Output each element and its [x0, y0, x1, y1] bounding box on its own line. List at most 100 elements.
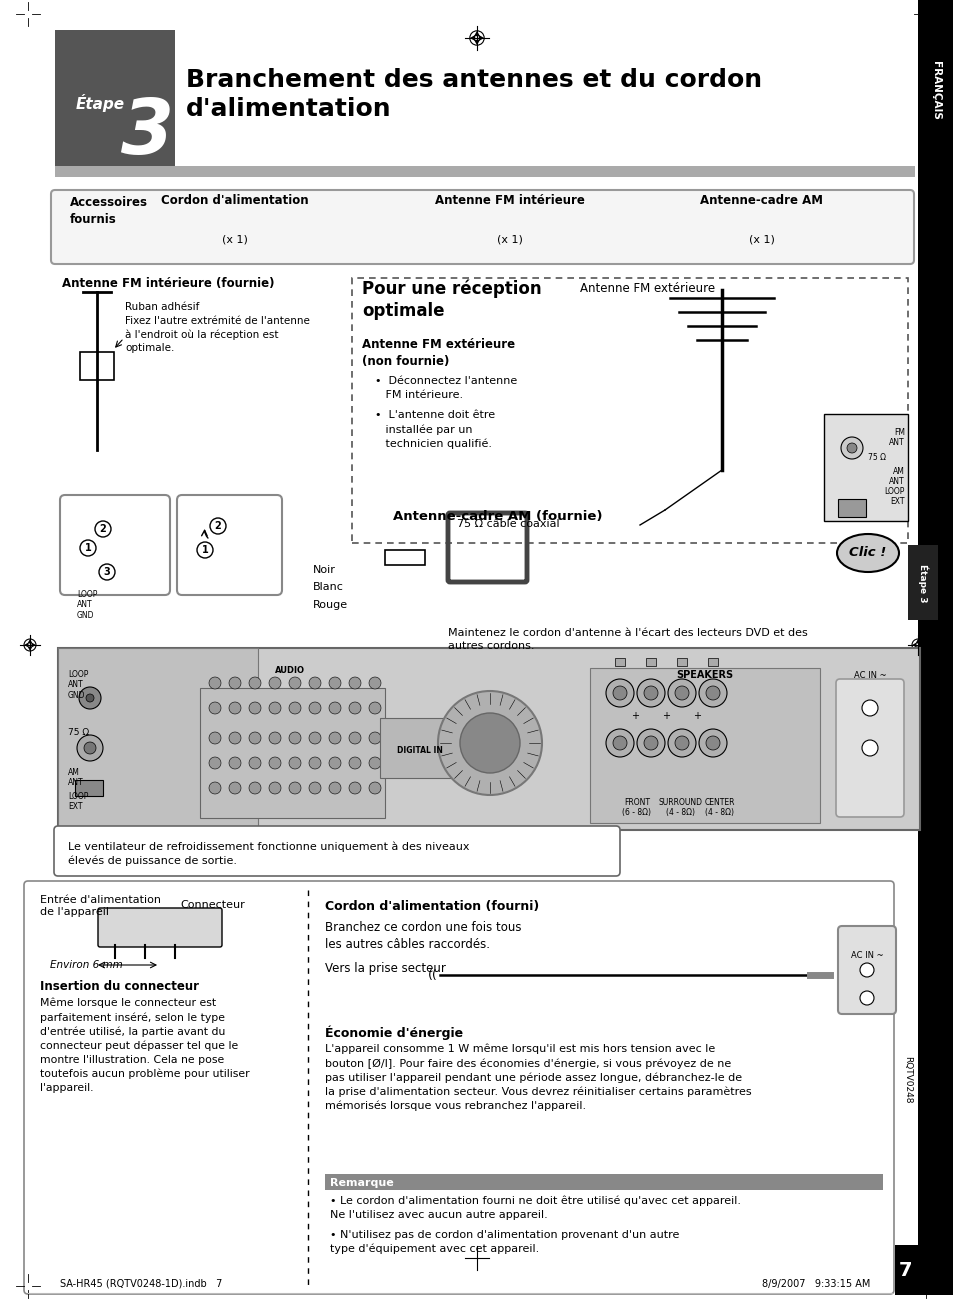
Text: 7: 7 [899, 1261, 912, 1279]
Polygon shape [31, 642, 36, 647]
Circle shape [369, 677, 380, 689]
Text: +: + [661, 711, 669, 722]
Circle shape [859, 991, 873, 1005]
Circle shape [349, 757, 360, 770]
Circle shape [269, 757, 281, 770]
Circle shape [699, 729, 726, 757]
Text: •  Déconnectez l'antenne
   FM intérieure.: • Déconnectez l'antenne FM intérieure. [375, 376, 517, 400]
Circle shape [705, 736, 720, 750]
Text: Antenne FM intérieure (fournie): Antenne FM intérieure (fournie) [62, 277, 274, 290]
Text: 8/9/2007   9:33:15 AM: 8/9/2007 9:33:15 AM [760, 1279, 869, 1290]
Bar [80, 352, 113, 380]
Text: Le ventilateur de refroidissement fonctionne uniquement à des niveaux
élevés de : Le ventilateur de refroidissement foncti… [68, 842, 469, 866]
Polygon shape [474, 40, 479, 46]
Text: (x 1): (x 1) [222, 235, 248, 244]
Circle shape [309, 702, 320, 714]
Circle shape [80, 540, 96, 556]
Circle shape [369, 732, 380, 744]
Bar [325, 1174, 882, 1190]
Circle shape [209, 783, 221, 794]
Bar [200, 688, 385, 818]
Bar [379, 718, 464, 777]
Circle shape [349, 677, 360, 689]
Circle shape [605, 679, 634, 707]
Polygon shape [469, 1254, 475, 1261]
Circle shape [309, 732, 320, 744]
Polygon shape [24, 642, 29, 647]
Text: L'appareil consomme 1 W même lorsqu'il est mis hors tension avec le
bouton [Ø/I]: L'appareil consomme 1 W même lorsqu'il e… [325, 1044, 751, 1110]
Circle shape [249, 757, 261, 770]
Circle shape [289, 677, 301, 689]
Text: Remarque: Remarque [330, 1178, 394, 1188]
Bar [645, 658, 656, 666]
Polygon shape [474, 1260, 479, 1265]
FancyBboxPatch shape [60, 495, 170, 595]
Polygon shape [478, 1254, 484, 1261]
Circle shape [249, 783, 261, 794]
Text: +: + [692, 711, 700, 722]
Text: FRONT
(6 - 8Ω): FRONT (6 - 8Ω) [622, 798, 651, 818]
Circle shape [229, 783, 241, 794]
Circle shape [859, 963, 873, 978]
Circle shape [289, 702, 301, 714]
Bar [615, 658, 624, 666]
Text: Vers la prise secteur: Vers la prise secteur [325, 962, 445, 975]
Circle shape [349, 702, 360, 714]
Text: • N'utilisez pas de cordon d'alimentation provenant d'un autre
type d'équipement: • N'utilisez pas de cordon d'alimentatio… [330, 1230, 679, 1254]
FancyBboxPatch shape [98, 907, 222, 946]
Circle shape [209, 757, 221, 770]
Text: Économie d'énergie: Économie d'énergie [325, 1024, 462, 1040]
Text: Noir: Noir [313, 566, 335, 575]
Text: Cordon d'alimentation: Cordon d'alimentation [161, 194, 309, 207]
Circle shape [329, 783, 340, 794]
FancyBboxPatch shape [51, 190, 913, 264]
Circle shape [643, 686, 658, 699]
Text: 3: 3 [121, 96, 174, 170]
Text: AC IN ~: AC IN ~ [850, 952, 882, 959]
Text: Insertion du connecteur: Insertion du connecteur [40, 980, 199, 993]
Circle shape [229, 677, 241, 689]
Circle shape [309, 783, 320, 794]
Text: 2: 2 [214, 521, 221, 530]
Text: DIGITAL IN: DIGITAL IN [396, 746, 442, 755]
Circle shape [269, 702, 281, 714]
FancyBboxPatch shape [54, 826, 619, 876]
Bar [58, 647, 257, 829]
Text: AM
ANT: AM ANT [68, 768, 84, 788]
Text: Antenne FM extérieure
(non fournie): Antenne FM extérieure (non fournie) [361, 338, 515, 368]
Text: Branchement des antennes et du cordon
d'alimentation: Branchement des antennes et du cordon d'… [186, 68, 761, 121]
Text: Antenne-cadre AM: Antenne-cadre AM [700, 194, 822, 207]
Text: SPEAKERS: SPEAKERS [676, 670, 733, 680]
Bar [917, 0, 953, 1295]
Text: LOOP
EXT: LOOP EXT [68, 792, 89, 811]
Text: FRANÇAIS: FRANÇAIS [930, 61, 940, 120]
Circle shape [196, 542, 213, 558]
Polygon shape [478, 35, 484, 42]
Text: Ruban adhésif: Ruban adhésif [125, 302, 199, 312]
Circle shape [437, 692, 541, 796]
Text: (x 1): (x 1) [748, 235, 774, 244]
Circle shape [79, 686, 101, 708]
Text: 75 Ω câble coaxial: 75 Ω câble coaxial [456, 519, 558, 529]
Text: • Le cordon d'alimentation fourni ne doit être utilisé qu'avec cet appareil.
Ne : • Le cordon d'alimentation fourni ne doi… [330, 1196, 740, 1219]
Text: AUDIO: AUDIO [274, 666, 305, 675]
Circle shape [269, 677, 281, 689]
Circle shape [675, 686, 688, 699]
Text: Antenne FM intérieure: Antenne FM intérieure [435, 194, 584, 207]
Circle shape [229, 732, 241, 744]
Bar [385, 550, 424, 566]
Circle shape [699, 679, 726, 707]
Circle shape [229, 702, 241, 714]
Circle shape [209, 732, 221, 744]
Text: (x 1): (x 1) [497, 235, 522, 244]
Text: Entrée d'alimentation
de l'appareil: Entrée d'alimentation de l'appareil [40, 894, 161, 918]
Circle shape [846, 443, 856, 452]
Circle shape [613, 736, 626, 750]
Text: 1: 1 [85, 543, 91, 552]
Circle shape [459, 712, 519, 774]
Text: FM
ANT: FM ANT [888, 428, 904, 447]
Circle shape [289, 732, 301, 744]
Circle shape [862, 740, 877, 757]
Circle shape [705, 686, 720, 699]
Circle shape [862, 699, 877, 716]
